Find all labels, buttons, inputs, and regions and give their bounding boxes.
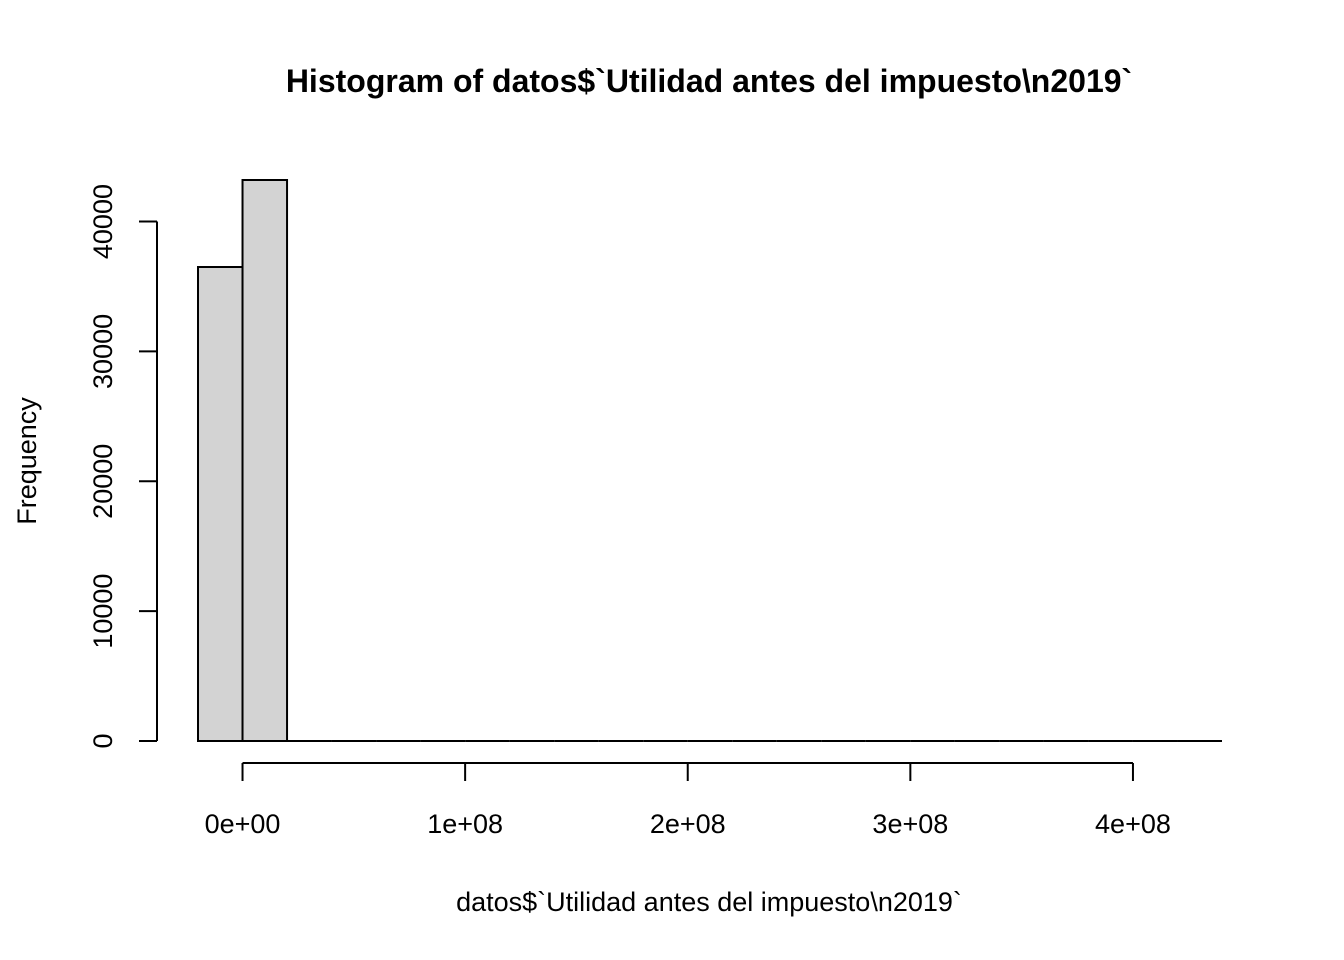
y-axis-label: Frequency: [12, 397, 42, 525]
y-tick-label-2: 20000: [88, 444, 118, 519]
y-tick-label-0: 0: [88, 733, 118, 748]
histogram-bar-1: [241, 179, 289, 742]
x-tick-label-1: 1e+08: [427, 809, 503, 839]
y-tick-label-1: 10000: [88, 574, 118, 649]
bars-layer: [197, 179, 1222, 742]
x-tick-label-3: 3e+08: [872, 809, 948, 839]
x-tick-label-0: 0e+00: [205, 809, 281, 839]
y-tick-label-3: 30000: [88, 314, 118, 389]
histogram-bar-0: [197, 266, 244, 742]
x-axis: 0e+00 1e+08 2e+08 3e+08 4e+08: [205, 762, 1171, 839]
y-axis: 0 10000 20000 30000 40000: [88, 184, 158, 749]
x-tick-label-2: 2e+08: [650, 809, 726, 839]
y-tick-label-4: 40000: [88, 184, 118, 259]
chart-title: Histogram of datos$`Utilidad antes del i…: [286, 63, 1132, 99]
x-tick-label-4: 4e+08: [1095, 809, 1171, 839]
x-axis-label: datos$`Utilidad antes del impuesto\n2019…: [456, 887, 962, 917]
